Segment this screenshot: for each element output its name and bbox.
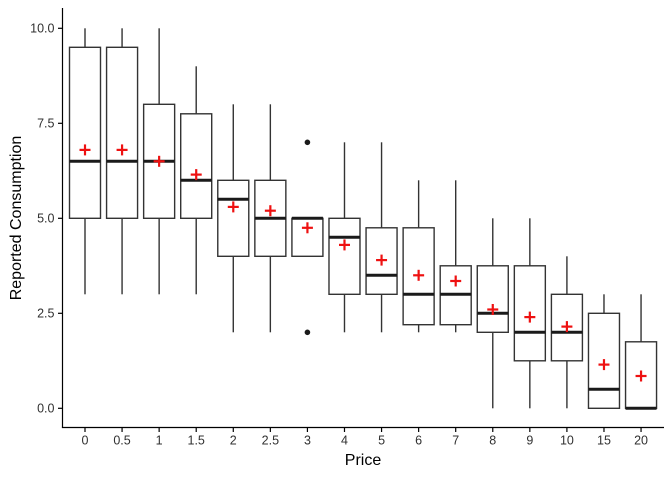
y-tick-label: 5.0 [37,212,54,226]
x-tick-label: 20 [634,434,648,448]
box-group [513,218,547,409]
x-tick-label: 4 [341,434,348,448]
box-group [476,218,509,409]
box-group [439,180,472,333]
x-tick-label: 9 [526,434,533,448]
x-tick-label: 3 [304,434,311,448]
box-group [254,104,287,333]
x-tick-label: 6 [415,434,422,448]
box-group [550,256,584,409]
mean-marker [487,304,499,315]
box-group [291,139,324,336]
box-group [624,294,658,410]
mean-marker [153,155,165,167]
y-tick-label: 0.0 [37,402,54,416]
mean-marker [79,144,91,156]
y-tick-label: 10.0 [30,22,54,36]
outlier-point [304,329,311,336]
x-tick-label: 7 [452,434,459,448]
iqr-box [328,217,361,296]
x-tick-label: 0.5 [113,434,130,448]
box-group [402,180,435,333]
iqr-box [365,227,398,296]
x-tick-label: 1.5 [188,434,205,448]
x-tick-label: 8 [489,434,496,448]
iqr-box [476,265,509,333]
box-group [587,294,621,409]
box-group [328,142,361,333]
mean-marker [116,144,128,156]
mean-marker [301,222,313,234]
box-group [105,28,139,295]
x-tick-label: 0 [82,434,89,448]
mean-marker [561,321,573,333]
iqr-box [105,46,139,219]
x-tick-label: 1 [156,434,163,448]
mean-marker [376,254,388,266]
x-tick-label: 15 [597,434,611,448]
iqr-box [68,46,102,219]
mean-marker [450,275,462,287]
box-group [365,142,398,333]
x-tick-label: 5 [378,434,385,448]
outlier-point [304,139,311,146]
y-axis-title: Reported Consumption [8,135,25,301]
y-tick-label: 2.5 [37,307,54,321]
mean-marker [190,169,202,181]
iqr-box [180,113,213,220]
mean-marker [598,359,610,371]
mean-marker [264,205,276,217]
mean-marker [635,370,647,382]
x-axis-title: Price [344,452,382,469]
y-tick-label: 7.5 [37,117,54,131]
mean-marker [524,311,536,323]
mean-marker [413,269,425,281]
box-group [142,28,176,295]
box-group [217,104,250,333]
x-tick-label: 10 [560,434,574,448]
box-group [180,66,213,295]
mean-marker [227,201,239,213]
x-tick-label: 2 [230,434,237,448]
iqr-box [217,179,250,258]
mean-marker [338,239,350,251]
x-tick-label: 2.5 [262,434,279,448]
box-group [68,28,102,295]
